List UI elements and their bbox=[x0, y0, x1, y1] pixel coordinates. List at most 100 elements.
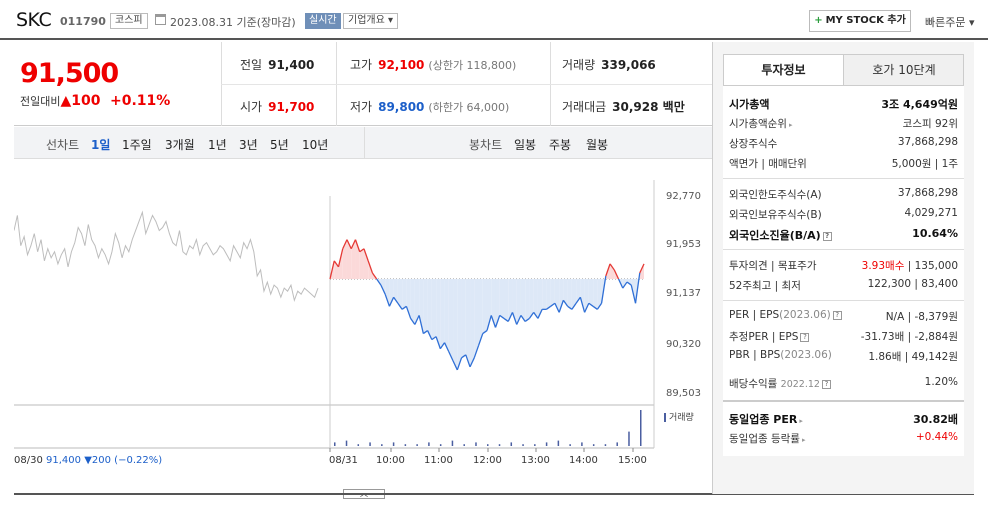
price-segment bbox=[571, 302, 577, 310]
area-segment bbox=[516, 279, 521, 325]
period-5y[interactable]: 5년 bbox=[270, 138, 289, 152]
my-stock-add-button[interactable]: + MY STOCK 추가 bbox=[809, 10, 911, 32]
help-icon[interactable]: ? bbox=[821, 379, 831, 389]
price-change: 전일대비▲100 +0.11% bbox=[20, 93, 171, 109]
price-segment bbox=[609, 263, 615, 271]
volume-bar bbox=[581, 442, 583, 446]
stock-name: SKC bbox=[16, 9, 52, 31]
volume-bar bbox=[569, 444, 571, 446]
period-daily-candle[interactable]: 일봉 bbox=[514, 138, 537, 152]
x-tick-label: 12:00 bbox=[473, 455, 502, 466]
price-segment bbox=[465, 354, 471, 368]
price-segment bbox=[482, 330, 488, 335]
price-segment bbox=[639, 263, 645, 274]
x-tick-label: 15:00 bbox=[618, 455, 647, 466]
volume-bar bbox=[439, 444, 442, 446]
tab-investment-info[interactable]: 투자정보 bbox=[724, 55, 844, 85]
caret-down-icon: ▾ bbox=[968, 16, 975, 29]
area-segment bbox=[431, 279, 437, 340]
volume: 거래량 339,066 bbox=[562, 58, 656, 72]
price-segment bbox=[605, 263, 611, 277]
sector-per-row[interactable]: 동일업종 PER ▸ 30.82배 bbox=[729, 413, 958, 426]
volume-bar bbox=[416, 444, 418, 446]
price-segment bbox=[562, 299, 569, 307]
volume-bar bbox=[392, 442, 395, 446]
area-segment bbox=[359, 248, 364, 280]
area-segment bbox=[580, 279, 585, 313]
area-segment bbox=[491, 279, 496, 328]
area-segment bbox=[444, 279, 449, 352]
high-price: 고가 92,100 (상한가 118,800) bbox=[350, 58, 517, 72]
price-segment bbox=[414, 315, 420, 325]
price-segment bbox=[584, 302, 590, 313]
area-segment bbox=[342, 239, 347, 280]
price-segment bbox=[588, 302, 594, 307]
area-segment bbox=[410, 279, 415, 325]
help-icon[interactable]: ? bbox=[832, 310, 842, 320]
price-segment bbox=[401, 305, 407, 310]
period-10y[interactable]: 10년 bbox=[302, 138, 329, 152]
price-segment bbox=[354, 239, 361, 252]
period-weekly-candle[interactable]: 주봉 bbox=[549, 138, 572, 152]
price-segment bbox=[507, 312, 514, 322]
price-segment bbox=[431, 336, 437, 341]
price-segment bbox=[342, 239, 348, 250]
volume-bar bbox=[534, 444, 536, 446]
realtime-button[interactable]: 실시간 bbox=[305, 13, 341, 29]
price-segment bbox=[486, 315, 492, 331]
price-segment bbox=[473, 345, 480, 359]
listed-shares-row: 상장주식수 37,868,298 bbox=[729, 136, 958, 150]
x-tick-label: 11:00 bbox=[424, 455, 453, 466]
price-segment bbox=[596, 302, 603, 310]
period-monthly-candle[interactable]: 월봉 bbox=[586, 138, 609, 152]
price-segment bbox=[443, 342, 450, 353]
period-3m[interactable]: 3개월 bbox=[165, 138, 195, 152]
market-cap-row: 시가총액 3조 4,649억원 bbox=[729, 98, 958, 111]
y-tick-label: 91,137 bbox=[666, 288, 701, 299]
area-segment bbox=[351, 239, 356, 280]
area-segment bbox=[465, 279, 471, 367]
area-segment bbox=[503, 279, 509, 322]
per-eps-row: PER | EPS(2023.06)? N/A | -8,379원 bbox=[729, 309, 958, 323]
period-3y[interactable]: 3년 bbox=[239, 138, 258, 152]
volume-bar bbox=[557, 440, 560, 446]
price-summary: 91,500 전일대비▲100 +0.11% 전일 91,400 고가 92,100… bbox=[14, 42, 712, 126]
quick-order-link[interactable]: 빠른주문 ▾ bbox=[925, 16, 975, 29]
market-cap-rank-row[interactable]: 시가총액순위 ▸ 코스피 92위 bbox=[729, 118, 958, 130]
area-segment bbox=[610, 263, 615, 280]
base-date: 2023.08.31 기준(장마감) bbox=[170, 16, 296, 29]
area-segment bbox=[495, 279, 500, 328]
area-segment bbox=[499, 279, 504, 319]
sector-change-row[interactable]: 동일업종 등락률 ▸ +0.44% bbox=[729, 431, 958, 445]
period-1y[interactable]: 1년 bbox=[208, 138, 227, 152]
x-tick-label: 08/31 bbox=[329, 455, 358, 466]
period-1d[interactable]: 1일 bbox=[91, 138, 111, 152]
52week-range-row: 52주최고 | 최저 122,300 | 83,400 bbox=[729, 278, 958, 292]
tab-order-book[interactable]: 호가 10단계 bbox=[872, 63, 936, 77]
volume-bar bbox=[640, 410, 642, 446]
area-segment bbox=[508, 279, 513, 322]
area-segment bbox=[546, 279, 551, 310]
period-1w[interactable]: 1주일 bbox=[122, 138, 152, 152]
price-segment bbox=[520, 315, 526, 322]
price-segment bbox=[393, 296, 399, 304]
area-segment bbox=[436, 279, 441, 349]
x-tick-label: 13:00 bbox=[521, 455, 550, 466]
area-segment bbox=[597, 279, 602, 310]
volume-bar bbox=[451, 440, 454, 446]
price-segment bbox=[630, 284, 637, 304]
price-segment bbox=[634, 272, 641, 304]
low-price: 저가 89,800 (하한가 64,000) bbox=[350, 100, 510, 114]
area-segment bbox=[593, 279, 598, 310]
help-icon[interactable]: ? bbox=[800, 332, 810, 342]
company-overview-dropdown[interactable]: 기업개요 ▾ bbox=[343, 13, 399, 29]
chevron-right-icon: ▸ bbox=[799, 417, 803, 425]
help-icon[interactable]: ? bbox=[822, 231, 832, 241]
area-segment bbox=[533, 279, 538, 319]
area-segment bbox=[525, 279, 530, 322]
price-segment bbox=[427, 330, 433, 340]
price-segment bbox=[333, 260, 340, 268]
price-segment bbox=[575, 296, 581, 304]
investment-info-panel: 투자정보 호가 10단계 시가총액 3조 4,649억원 시가총액순위 ▸ 코스피 9… bbox=[712, 42, 974, 494]
price-segment bbox=[503, 317, 509, 322]
